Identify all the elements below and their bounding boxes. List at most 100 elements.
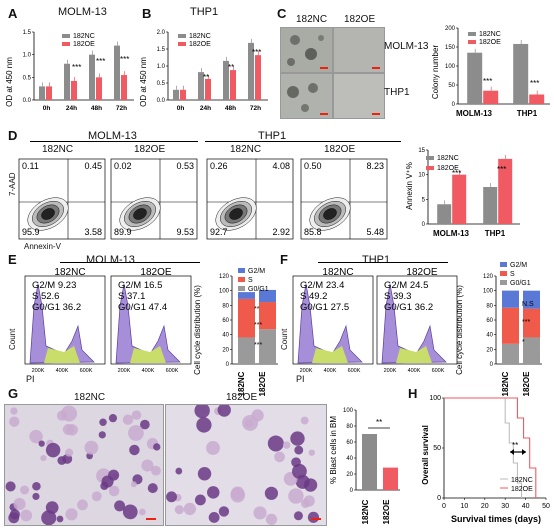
panel-f-title: THP1 [362,254,391,266]
cell [65,448,74,457]
cell [91,491,102,502]
cell [114,500,126,512]
bar [96,77,102,100]
s-value: S 52.6 [32,291,59,302]
cell [307,511,320,523]
micrograph [333,73,385,119]
panel-label-b: B [142,6,152,21]
y-tick-label: 120 [483,274,494,280]
cell [140,419,150,430]
y-tick-label: 100 [483,289,494,295]
cell [194,405,210,419]
s-value: S 37.1 [118,291,145,302]
bar [71,80,77,100]
micrograph [280,73,333,119]
bar [121,75,127,100]
panel-d-bar-ylabel: Annexin V⁺% [405,162,414,210]
survival-curve [444,397,537,498]
cell [130,481,137,488]
y-tick-label: 0 [437,495,441,502]
panel-f-bar-ylabel: Cell cycle distribution (%) [455,285,464,375]
cell [194,494,206,506]
cell [108,485,120,497]
x-tick-label: 182NC [501,371,510,396]
panel-a-chart: OD at 450 nm 0.0 0.5 1.0 1.5 0h 24h 48h 72h 18… [5,30,134,112]
quadrant-value: 8.23 [366,161,384,171]
legend-swatch-g0g1 [500,280,507,285]
x-tick-label: THP1 [485,229,506,238]
x-tick-label: 10 [461,503,469,510]
cell [40,455,47,462]
cell [98,431,106,439]
bar [529,94,545,104]
stacked-bar-segment [259,329,276,364]
panel-c-ylabel: Colony number [431,45,440,100]
s-phase-area [396,346,432,363]
cell [153,443,161,451]
cell [265,513,278,525]
panel-g-bar-ylabel: % Blast cells in BM [329,416,338,484]
sig-star: *** [72,63,81,72]
cell [308,449,315,456]
y-tick-label: 1.0 [157,64,166,70]
x-tick-label: MOLM-13 [433,229,470,238]
y-tick-label: 0.5 [157,81,166,87]
legend-swatch-g2m [500,262,507,267]
cell [10,407,18,415]
quadrant-value: 89.9 [114,227,132,237]
x-tick-label: 48h [91,105,102,112]
bar [255,55,261,100]
cell [196,417,212,433]
sig-star: *** [497,165,506,174]
panel-label-g: G [8,386,19,401]
y-tick-label: 60 [486,318,493,324]
legend-label-nc: 182NC [479,31,501,38]
flow-plot: 182NC 0.26 4.08 92.7 2.92 [206,144,296,244]
cell [32,481,41,491]
s-phase-area [44,346,80,363]
bar [46,86,52,100]
panel-a-ylabel: OD at 450 nm [5,57,14,107]
y-tick-label: 0.0 [157,98,166,104]
cell [150,465,161,476]
s-value: S 39.3 [384,291,411,302]
y-tick-label: 100 [219,289,230,295]
panel-b-title: THP1 [190,6,219,18]
panel-a-title: MOLM-13 [58,6,107,18]
legend-label-g0g1: G0/G1 [510,280,531,287]
hist-xlabel: PI [26,374,35,384]
bar [64,63,70,100]
x-tick-label: 600K [432,368,445,374]
cell [300,416,309,425]
cell [9,416,20,427]
sig-star: *** [252,48,261,57]
y-tick-label: 5 [422,197,426,203]
x-tick-label: 20 [481,503,489,510]
x-tick-label: 400K [56,368,69,374]
x-tick-label: 0h [177,105,185,112]
x-tick-label: THP1 [517,109,538,118]
cell [131,410,142,420]
panel-e-bar-ylabel: Cell cycle distribution (%) [193,285,202,375]
cell-cycle-histogram: 182OE G2/M 16.5 S 37.1 G0/G1 47.4 200K 400K 60… [110,266,194,374]
x-tick-label: 200K [300,368,313,374]
legend-label-oe: 182OE [511,486,533,493]
g0g1-value: G0/G1 27.5 [300,302,349,313]
g0g1-value: G0/G1 36.2 [384,302,433,313]
y-tick-label: 40 [486,333,493,339]
stacked-bar-segment [238,337,255,364]
cell [264,486,279,500]
quadrant-value: 92.7 [210,227,228,237]
cell [300,499,310,508]
cell-cycle-histogram: 182NC G2/M 23.4 S 49.2 G0/G1 27.5 200K 400K 60… [292,266,376,374]
quadrant-value: 0.45 [84,161,102,171]
y-tick-label: 0 [422,222,426,228]
histogram-label: 182OE [406,267,437,278]
panel-label-e: E [8,252,17,267]
flow-quadrant-plot: 0.02 0.53 89.9 9.53 [110,158,198,240]
bar [452,174,467,224]
bar [198,72,204,100]
legend-swatch-g2m [238,268,245,273]
cell [141,459,154,472]
cell [218,506,230,517]
